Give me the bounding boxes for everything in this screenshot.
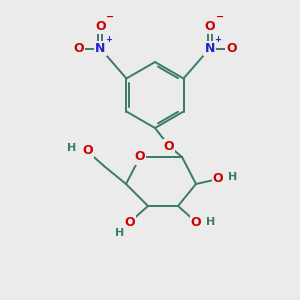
Text: O: O: [191, 215, 201, 229]
Text: N: N: [95, 42, 106, 55]
Text: H: H: [67, 143, 76, 153]
Text: +: +: [214, 34, 222, 43]
Text: O: O: [164, 140, 174, 152]
Text: −: −: [216, 11, 224, 22]
Text: O: O: [213, 172, 223, 185]
Text: +: +: [105, 34, 112, 43]
Text: H: H: [228, 172, 237, 182]
Text: H: H: [206, 217, 215, 227]
Text: O: O: [226, 42, 237, 55]
Text: −: −: [106, 11, 115, 22]
Text: O: O: [83, 143, 93, 157]
Text: O: O: [204, 20, 215, 33]
Text: O: O: [95, 20, 106, 33]
Text: O: O: [125, 215, 135, 229]
Text: N: N: [204, 42, 215, 55]
Text: O: O: [135, 151, 145, 164]
Text: O: O: [73, 42, 84, 55]
Text: H: H: [116, 228, 124, 238]
